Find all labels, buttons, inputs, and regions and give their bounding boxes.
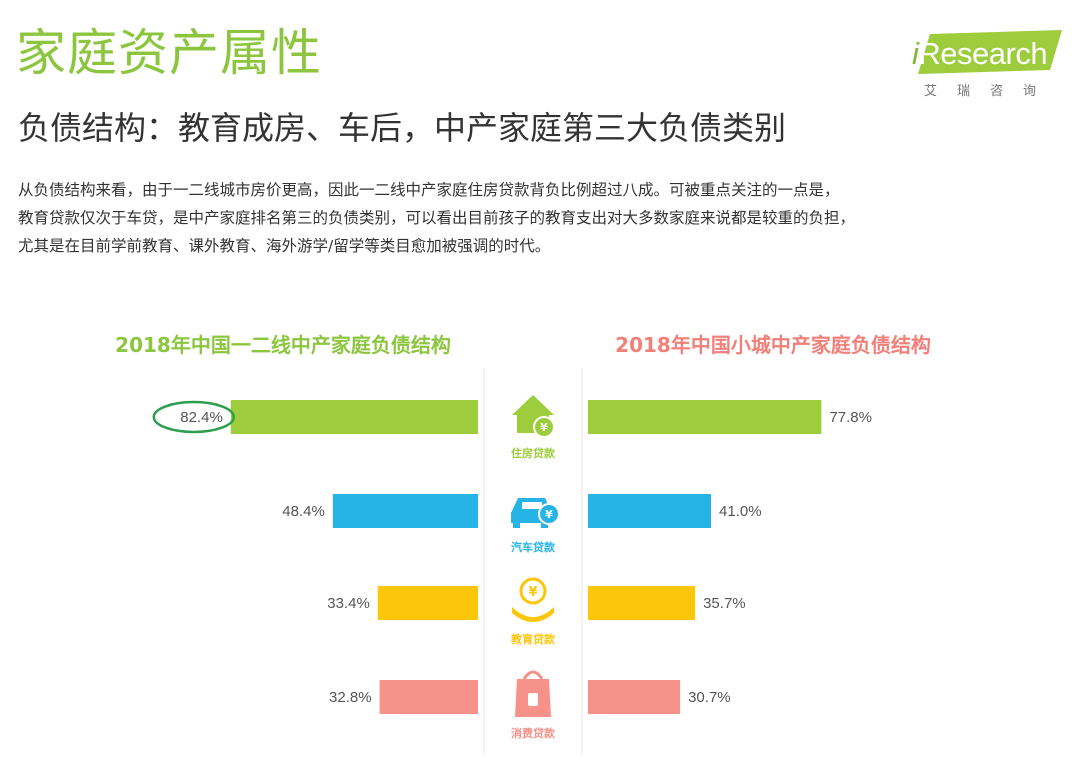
category-label-1: 住房贷款 [511, 446, 556, 460]
car-window-shape [522, 502, 542, 509]
left-value-label-1: 82.4% [180, 409, 223, 426]
hand-coin-icon: ¥ [512, 577, 554, 622]
body-paragraph: 从负债结构来看，由于一二线城市房价更高，因此一二线中产家庭住房贷款背负比例超过八… [18, 176, 1068, 260]
right-value-label-2: 41.0% [719, 503, 762, 520]
right-bar-2 [588, 494, 711, 528]
body-line: 从负债结构来看，由于一二线城市房价更高，因此一二线中产家庭住房贷款背负比例超过八… [18, 181, 840, 199]
car-wheel-shape [513, 522, 520, 528]
logo-i: i [912, 36, 919, 71]
right-bar-1 [588, 400, 822, 434]
logo-flag-shape [918, 30, 1062, 74]
bag-handle-shape [522, 670, 544, 680]
left-bar-3 [377, 586, 478, 620]
page-title: 家庭资产属性 [16, 24, 322, 82]
right-value-label-3: 35.7% [703, 595, 746, 612]
page-subtitle: 负债结构：教育成房、车后，中产家庭第三大负债类别 [18, 109, 787, 147]
car-wheel-shape [541, 522, 548, 528]
coin-shape [538, 503, 560, 525]
coin-symbol: ¥ [528, 585, 537, 600]
body-line: 尤其是在目前学前教育、课外教育、海外游学/留学等类目愈加被强调的时代。 [18, 237, 551, 255]
coin-symbol: ¥ [540, 421, 548, 434]
left-value-label-3: 33.4% [327, 595, 370, 612]
coin-shape [519, 577, 547, 605]
bag-tag-shape [528, 693, 538, 706]
hand-shape [512, 607, 554, 622]
shopping-bag-icon [515, 670, 551, 717]
category-label-3: 教育贷款 [510, 632, 556, 646]
left-bar-1 [230, 400, 478, 434]
left-bar-2 [332, 494, 478, 528]
coin-shape [533, 416, 555, 438]
iresearch-logo: iResearch 艾瑞咨询 [912, 30, 1062, 105]
right-bar-3 [588, 586, 696, 620]
logo-word: Research [918, 36, 1048, 71]
right-value-label-4: 30.7% [688, 689, 731, 706]
house-coin-icon: ¥ [512, 395, 555, 438]
left-value-label-4: 32.8% [329, 689, 372, 706]
category-label-2: 汽车贷款 [511, 540, 556, 554]
left-panel-title: 2018年中国一二线中产家庭负债结构 [115, 333, 451, 357]
right-bar-4 [588, 680, 681, 714]
logo-wordmark: iResearch [912, 36, 1048, 71]
car-coin-icon: ¥ [511, 498, 560, 528]
left-value-label-2: 48.4% [282, 503, 325, 520]
right-value-label-1: 77.8% [829, 409, 872, 426]
left-bar-4 [379, 680, 478, 714]
highlight-ellipse [152, 400, 236, 434]
body-line: 教育贷款仅次于车贷，是中产家庭排名第三的负债类别，可以看出目前孩子的教育支出对大… [18, 209, 856, 227]
right-panel-title: 2018年中国小城中产家庭负债结构 [615, 333, 931, 357]
logo-subtitle: 艾瑞咨询 [924, 84, 1057, 99]
category-label-4: 消费贷款 [511, 726, 556, 740]
coin-symbol: ¥ [545, 508, 553, 521]
